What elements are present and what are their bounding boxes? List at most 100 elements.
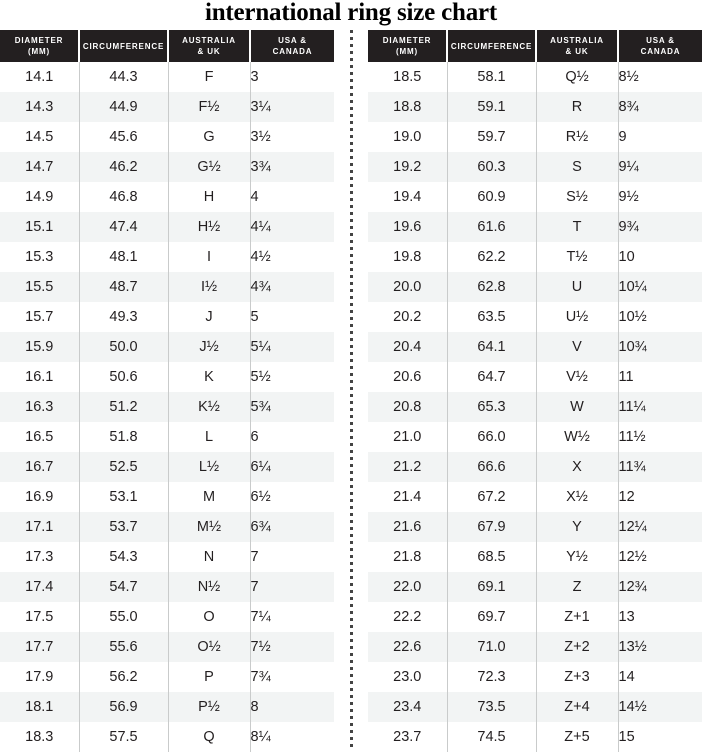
cell-diameter: 19.8 xyxy=(368,242,448,272)
cell-auuk: F½ xyxy=(168,92,251,122)
table-row: 14.5 45.6 G 3½ xyxy=(0,122,334,152)
cell-usa: 10¾ xyxy=(618,339,647,355)
cell-usa: 7¼ xyxy=(250,609,271,625)
cell-auuk: L½ xyxy=(168,452,251,482)
cell-usa: 7¾ xyxy=(250,669,271,685)
cell-circumference: 57.5 xyxy=(79,722,169,752)
cell-diameter: 22.6 xyxy=(368,632,448,662)
table-row: 19.0 59.7 R½ 9 xyxy=(368,122,702,152)
table-row: 14.9 46.8 H 4 xyxy=(0,182,334,212)
table-row: 16.7 52.5 L½ 6¼ xyxy=(0,452,334,482)
cell-diameter: 22.2 xyxy=(368,602,448,632)
cell-usa: 6½ xyxy=(250,489,271,505)
cell-circumference: 67.9 xyxy=(447,512,537,542)
cell-circumference: 50.6 xyxy=(79,362,169,392)
cell-circumference: 54.3 xyxy=(79,542,169,572)
cell-usa: 13 xyxy=(618,609,635,625)
cell-diameter: 20.6 xyxy=(368,362,448,392)
cell-usa: 12¾ xyxy=(618,579,647,595)
cell-diameter: 14.7 xyxy=(0,152,80,182)
cell-diameter: 17.1 xyxy=(0,512,80,542)
table-row: 19.2 60.3 S 9¼ xyxy=(368,152,702,182)
cell-auuk: U½ xyxy=(536,302,619,332)
cell-diameter: 14.5 xyxy=(0,122,80,152)
cell-circumference: 44.3 xyxy=(79,62,169,92)
cell-circumference: 58.1 xyxy=(447,62,537,92)
cell-circumference: 63.5 xyxy=(447,302,537,332)
cell-auuk: Z xyxy=(536,572,619,602)
left-size-table: DIAMETER (mm) CIRCUMFERENCE AUSTRALIA & UK… xyxy=(0,30,334,752)
cell-diameter: 20.0 xyxy=(368,272,448,302)
cell-auuk: N xyxy=(168,542,251,572)
table-row: 21.4 67.2 X½ 12 xyxy=(368,482,702,512)
cell-usa: 4½ xyxy=(250,249,271,265)
cell-auuk: Z+3 xyxy=(536,662,619,692)
cell-diameter: 16.9 xyxy=(0,482,80,512)
cell-circumference: 64.7 xyxy=(447,362,537,392)
cell-diameter: 17.9 xyxy=(0,662,80,692)
cell-circumference: 56.9 xyxy=(79,692,169,722)
cell-auuk: I½ xyxy=(168,272,251,302)
cell-auuk: M½ xyxy=(168,512,251,542)
cell-diameter: 14.1 xyxy=(0,62,80,92)
cell-diameter: 17.5 xyxy=(0,602,80,632)
cell-usa: 5¼ xyxy=(250,339,271,355)
cell-circumference: 60.3 xyxy=(447,152,537,182)
cell-diameter: 16.5 xyxy=(0,422,80,452)
cell-circumference: 74.5 xyxy=(447,722,537,752)
cell-usa: 7½ xyxy=(250,639,271,655)
cell-diameter: 22.0 xyxy=(368,572,448,602)
cell-usa: 14½ xyxy=(618,699,647,715)
cell-auuk: Y xyxy=(536,512,619,542)
right-table-head: DIAMETER (mm) CIRCUMFERENCE AUSTRALIA & UK… xyxy=(368,30,702,62)
cell-circumference: 66.0 xyxy=(447,422,537,452)
cell-usa: 12 xyxy=(618,489,635,505)
cell-usa: 6¾ xyxy=(250,519,271,535)
cell-circumference: 67.2 xyxy=(447,482,537,512)
cell-diameter: 20.2 xyxy=(368,302,448,332)
cell-auuk: Z+4 xyxy=(536,692,619,722)
cell-diameter: 21.6 xyxy=(368,512,448,542)
table-row: 17.3 54.3 N 7 xyxy=(0,542,334,572)
cell-usa: 8¼ xyxy=(250,729,271,745)
cell-auuk: J xyxy=(168,302,251,332)
cell-circumference: 53.7 xyxy=(79,512,169,542)
cell-circumference: 54.7 xyxy=(79,572,169,602)
cell-usa: 5 xyxy=(250,309,259,325)
cell-auuk: K xyxy=(168,362,251,392)
cell-circumference: 52.5 xyxy=(79,452,169,482)
tables-container: DIAMETER (mm) CIRCUMFERENCE AUSTRALIA & UK… xyxy=(0,30,702,752)
column-header-auuk: AUSTRALIA & UK xyxy=(535,30,619,62)
cell-circumference: 71.0 xyxy=(447,632,537,662)
table-row: 21.2 66.6 X 11¾ xyxy=(368,452,702,482)
cell-usa: 12¼ xyxy=(618,519,647,535)
cell-diameter: 14.9 xyxy=(0,182,80,212)
cell-circumference: 48.1 xyxy=(79,242,169,272)
cell-diameter: 23.4 xyxy=(368,692,448,722)
cell-auuk: R xyxy=(536,92,619,122)
cell-diameter: 18.1 xyxy=(0,692,80,722)
cell-circumference: 64.1 xyxy=(447,332,537,362)
cell-usa: 8 xyxy=(250,699,259,715)
cell-circumference: 46.2 xyxy=(79,152,169,182)
table-row: 15.9 50.0 J½ 5¼ xyxy=(0,332,334,362)
table-row: 19.6 61.6 T 9¾ xyxy=(368,212,702,242)
cell-auuk: S½ xyxy=(536,182,619,212)
cell-diameter: 19.4 xyxy=(368,182,448,212)
cell-auuk: X½ xyxy=(536,482,619,512)
table-divider xyxy=(334,30,368,747)
cell-diameter: 19.2 xyxy=(368,152,448,182)
table-row: 18.5 58.1 Q½ 8½ xyxy=(368,62,702,92)
table-row: 22.6 71.0 Z+2 13½ xyxy=(368,632,702,662)
table-row: 18.3 57.5 Q 8¼ xyxy=(0,722,334,752)
cell-circumference: 62.8 xyxy=(447,272,537,302)
cell-circumference: 46.8 xyxy=(79,182,169,212)
cell-circumference: 59.7 xyxy=(447,122,537,152)
table-row: 14.7 46.2 G½ 3¾ xyxy=(0,152,334,182)
cell-circumference: 73.5 xyxy=(447,692,537,722)
cell-circumference: 69.7 xyxy=(447,602,537,632)
cell-diameter: 19.6 xyxy=(368,212,448,242)
column-header-circumference: CIRCUMFERENCE xyxy=(446,30,537,62)
cell-auuk: G xyxy=(168,122,251,152)
